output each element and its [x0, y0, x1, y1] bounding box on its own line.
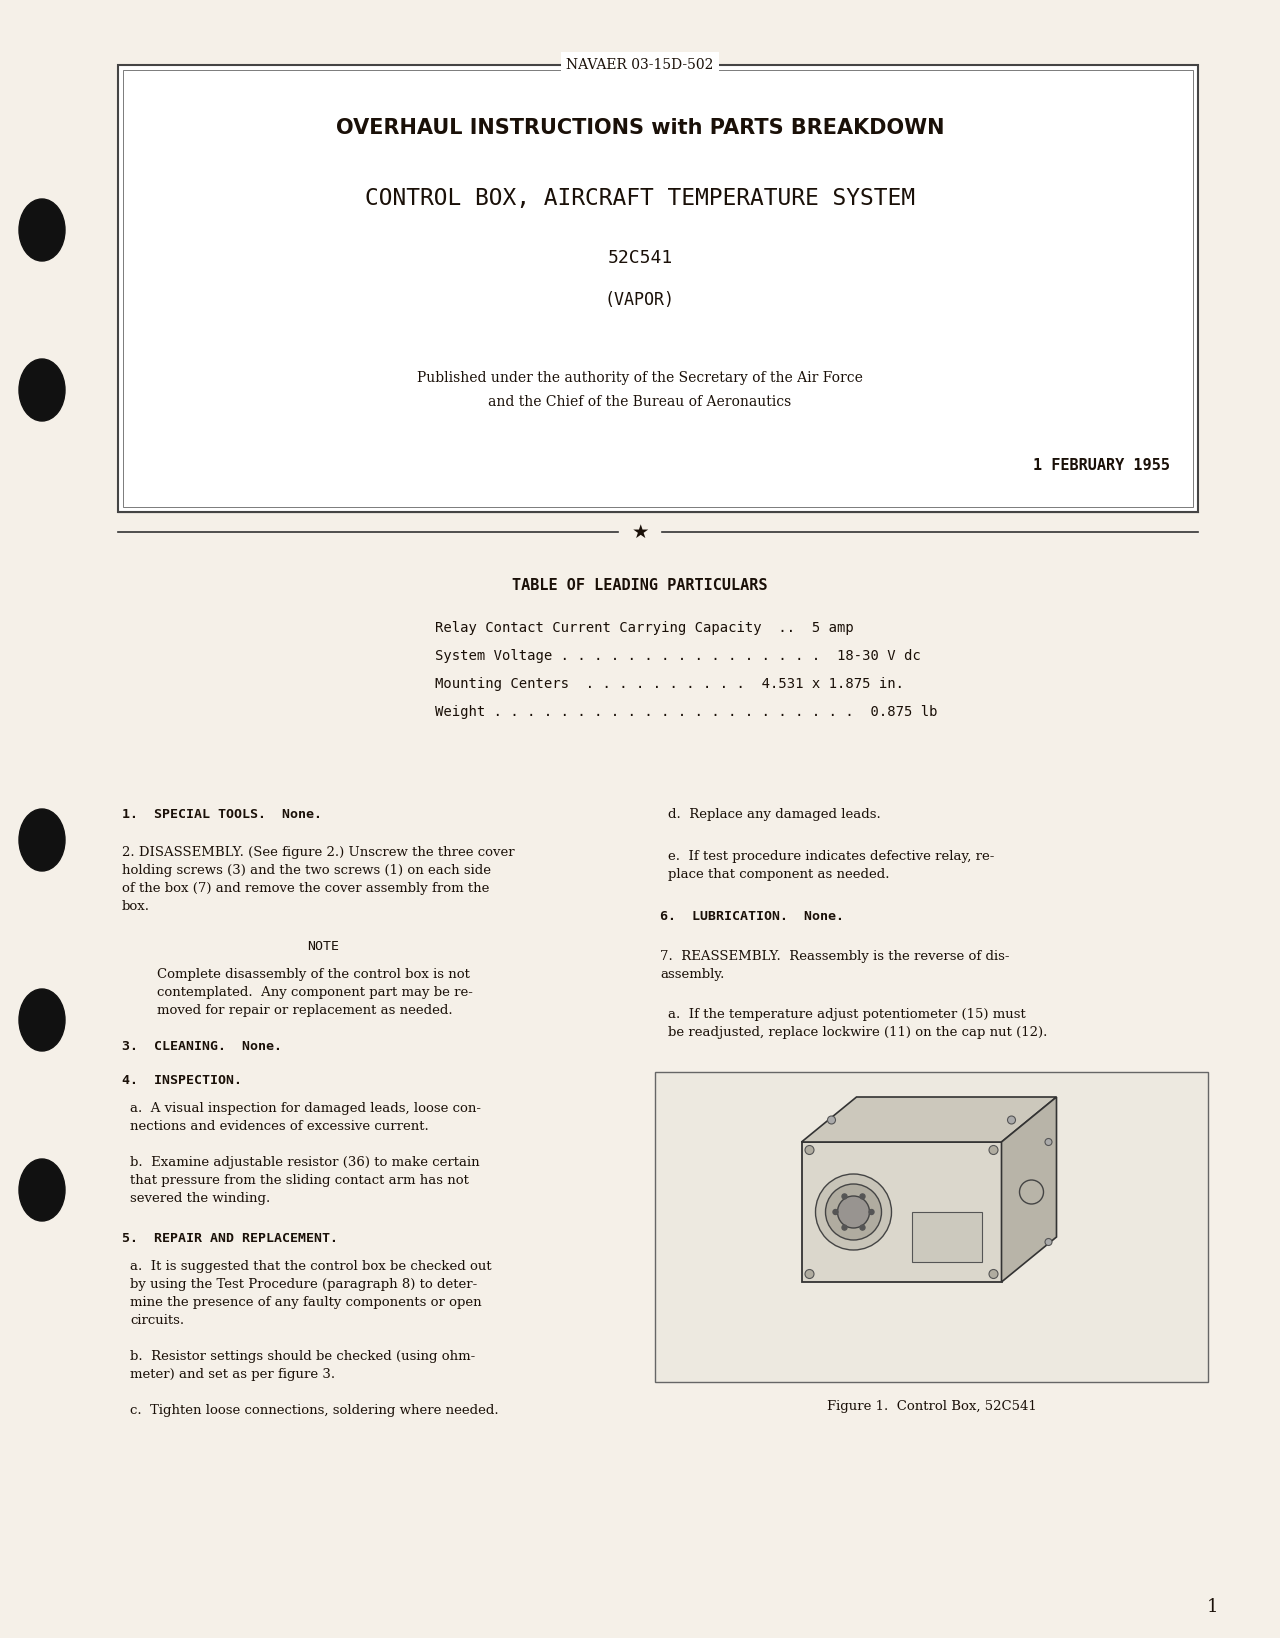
Text: 52C541: 52C541: [608, 249, 672, 267]
Text: ★: ★: [631, 523, 649, 542]
Ellipse shape: [19, 989, 65, 1052]
Text: by using the Test Procedure (paragraph 8) to deter-: by using the Test Procedure (paragraph 8…: [131, 1278, 477, 1291]
Text: a.  It is suggested that the control box be checked out: a. It is suggested that the control box …: [131, 1260, 492, 1273]
Circle shape: [989, 1269, 998, 1279]
Text: b.  Resistor settings should be checked (using ohm-: b. Resistor settings should be checked (…: [131, 1350, 475, 1363]
Text: NAVAER 03-15D-502: NAVAER 03-15D-502: [566, 57, 714, 72]
Text: a.  If the temperature adjust potentiometer (15) must: a. If the temperature adjust potentiomet…: [668, 1007, 1025, 1020]
Text: b.  Examine adjustable resistor (36) to make certain: b. Examine adjustable resistor (36) to m…: [131, 1156, 480, 1170]
Text: e.  If test procedure indicates defective relay, re-: e. If test procedure indicates defective…: [668, 850, 995, 863]
Bar: [123, 70, 1193, 508]
Circle shape: [1044, 1238, 1052, 1245]
Text: Complete disassembly of the control box is not: Complete disassembly of the control box …: [157, 968, 470, 981]
Circle shape: [842, 1194, 847, 1199]
Text: Published under the authority of the Secretary of the Air Force: Published under the authority of the Sec…: [417, 370, 863, 385]
Text: circuits.: circuits.: [131, 1314, 184, 1327]
Text: a.  A visual inspection for damaged leads, loose con-: a. A visual inspection for damaged leads…: [131, 1102, 481, 1115]
Circle shape: [833, 1209, 838, 1214]
Ellipse shape: [19, 1160, 65, 1220]
Text: 5.  REPAIR AND REPLACEMENT.: 5. REPAIR AND REPLACEMENT.: [122, 1232, 338, 1245]
Ellipse shape: [19, 809, 65, 871]
Text: 1.  SPECIAL TOOLS.  None.: 1. SPECIAL TOOLS. None.: [122, 808, 323, 821]
Text: 3.  CLEANING.  None.: 3. CLEANING. None.: [122, 1040, 282, 1053]
Text: d.  Replace any damaged leads.: d. Replace any damaged leads.: [668, 808, 881, 821]
Text: place that component as needed.: place that component as needed.: [668, 868, 890, 881]
Circle shape: [860, 1225, 865, 1230]
Text: 6.  LUBRICATION.  None.: 6. LUBRICATION. None.: [660, 911, 844, 922]
Ellipse shape: [19, 359, 65, 421]
Text: mine the presence of any faulty components or open: mine the presence of any faulty componen…: [131, 1296, 481, 1309]
Text: 2. DISASSEMBLY. (See figure 2.) Unscrew the three cover: 2. DISASSEMBLY. (See figure 2.) Unscrew …: [122, 845, 515, 858]
Circle shape: [1007, 1115, 1015, 1124]
Polygon shape: [801, 1097, 1056, 1142]
Circle shape: [989, 1145, 998, 1155]
Circle shape: [827, 1115, 836, 1124]
Text: NOTE: NOTE: [307, 940, 339, 953]
Circle shape: [1019, 1179, 1043, 1204]
Bar: [911, 1212, 982, 1261]
Text: CONTROL BOX, AIRCRAFT TEMPERATURE SYSTEM: CONTROL BOX, AIRCRAFT TEMPERATURE SYSTEM: [365, 187, 915, 210]
Circle shape: [826, 1184, 882, 1240]
Text: assembly.: assembly.: [660, 968, 724, 981]
Text: of the box (7) and remove the cover assembly from the: of the box (7) and remove the cover asse…: [122, 881, 489, 894]
Text: Relay Contact Current Carrying Capacity  ..  5 amp: Relay Contact Current Carrying Capacity …: [435, 621, 854, 636]
Text: be readjusted, replace lockwire (11) on the cap nut (12).: be readjusted, replace lockwire (11) on …: [668, 1025, 1047, 1038]
Text: nections and evidences of excessive current.: nections and evidences of excessive curr…: [131, 1120, 429, 1133]
Circle shape: [842, 1225, 847, 1230]
Text: that pressure from the sliding contact arm has not: that pressure from the sliding contact a…: [131, 1174, 468, 1188]
Text: severed the winding.: severed the winding.: [131, 1192, 270, 1206]
Text: (VAPOR): (VAPOR): [605, 292, 675, 310]
Text: c.  Tighten loose connections, soldering where needed.: c. Tighten loose connections, soldering …: [131, 1404, 499, 1417]
Text: Mounting Centers  . . . . . . . . . .  4.531 x 1.875 in.: Mounting Centers . . . . . . . . . . 4.5…: [435, 676, 904, 691]
Ellipse shape: [19, 198, 65, 260]
Circle shape: [869, 1209, 874, 1214]
Circle shape: [837, 1196, 869, 1228]
Text: 4.  INSPECTION.: 4. INSPECTION.: [122, 1075, 242, 1088]
Bar: [655, 1071, 1208, 1382]
Bar: [801, 1142, 1001, 1283]
Circle shape: [1044, 1138, 1052, 1145]
Circle shape: [805, 1145, 814, 1155]
Text: and the Chief of the Bureau of Aeronautics: and the Chief of the Bureau of Aeronauti…: [489, 395, 791, 410]
Text: contemplated.  Any component part may be re-: contemplated. Any component part may be …: [157, 986, 472, 999]
Text: meter) and set as per figure 3.: meter) and set as per figure 3.: [131, 1368, 335, 1381]
Polygon shape: [1001, 1097, 1056, 1283]
Circle shape: [805, 1269, 814, 1279]
Circle shape: [815, 1174, 891, 1250]
Text: holding screws (3) and the two screws (1) on each side: holding screws (3) and the two screws (1…: [122, 863, 492, 876]
Text: 1 FEBRUARY 1955: 1 FEBRUARY 1955: [1033, 457, 1170, 472]
Text: box.: box.: [122, 899, 150, 912]
Text: Figure 1.  Control Box, 52C541: Figure 1. Control Box, 52C541: [827, 1400, 1037, 1414]
Text: System Voltage . . . . . . . . . . . . . . . .  18-30 V dc: System Voltage . . . . . . . . . . . . .…: [435, 649, 920, 663]
Circle shape: [860, 1194, 865, 1199]
Text: Weight . . . . . . . . . . . . . . . . . . . . . .  0.875 lb: Weight . . . . . . . . . . . . . . . . .…: [435, 704, 937, 719]
Text: 7.  REASSEMBLY.  Reassembly is the reverse of dis-: 7. REASSEMBLY. Reassembly is the reverse…: [660, 950, 1010, 963]
Text: TABLE OF LEADING PARTICULARS: TABLE OF LEADING PARTICULARS: [512, 578, 768, 593]
Text: 1: 1: [1207, 1599, 1219, 1617]
Text: OVERHAUL INSTRUCTIONS with PARTS BREAKDOWN: OVERHAUL INSTRUCTIONS with PARTS BREAKDO…: [335, 118, 945, 138]
Bar: [118, 66, 1198, 513]
Text: moved for repair or replacement as needed.: moved for repair or replacement as neede…: [157, 1004, 453, 1017]
